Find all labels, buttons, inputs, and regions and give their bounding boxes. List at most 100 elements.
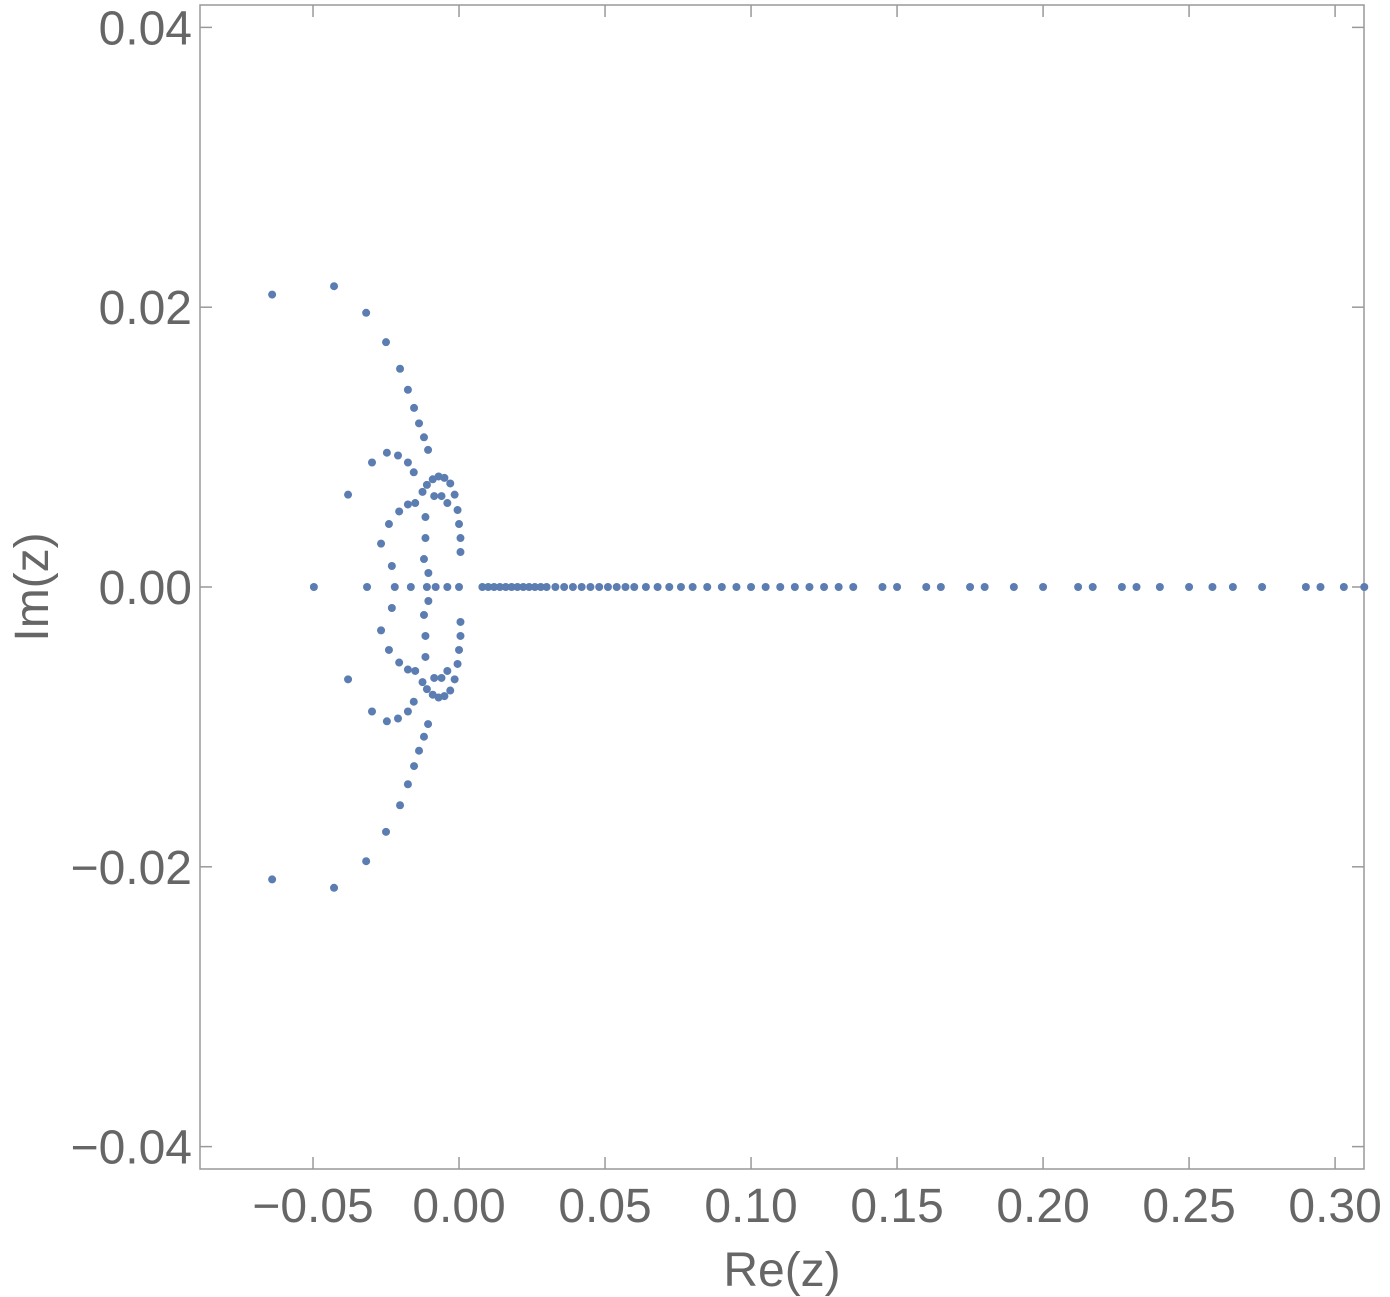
point [443,499,452,508]
point [421,534,430,543]
point [1208,583,1217,591]
point [437,673,446,682]
point [440,692,449,701]
point [382,717,391,726]
point [456,631,465,640]
point [409,468,418,477]
x-tick-label: 0.10 [704,1180,797,1233]
point [362,308,371,317]
point [761,583,770,591]
point [344,490,353,499]
point [495,583,504,591]
point [1228,583,1237,591]
point [450,675,459,684]
x-axis-label: Re(z) [723,1244,840,1297]
point [446,479,455,488]
point [966,583,975,591]
point [430,673,439,682]
point [415,419,424,428]
point [403,707,412,716]
point [1301,583,1310,591]
point [1155,583,1164,591]
point [612,583,621,591]
point [419,433,428,442]
x-tick-label: 0.20 [996,1180,1089,1233]
point [568,583,577,591]
point [513,583,522,591]
point [456,534,465,543]
y-tick-label: −0.02 [71,842,192,895]
point [776,583,785,591]
x-tick-label: 0.00 [412,1180,505,1233]
point [446,686,455,695]
point [382,338,391,347]
point [419,732,428,741]
point [406,583,415,591]
point [440,473,449,482]
x-tick-label: 0.05 [558,1180,651,1233]
point [395,658,404,667]
point [377,539,386,548]
point [665,583,674,591]
point [1074,583,1083,591]
point [390,583,399,591]
point [484,583,493,591]
point [422,583,431,591]
point [424,445,433,454]
point [1088,583,1097,591]
point [453,506,462,515]
point [1039,583,1048,591]
point [309,583,318,591]
point [878,583,887,591]
x-tick-label: −0.05 [252,1180,373,1233]
point [834,583,843,591]
point [456,617,465,626]
point [268,875,277,884]
point [577,583,586,591]
point [393,451,402,460]
y-tick-label: 0.02 [99,282,192,335]
point [551,583,560,591]
point [980,583,989,591]
point [437,492,446,501]
point [268,290,277,299]
point [419,610,428,619]
point [676,583,685,591]
point [519,583,528,591]
point [377,626,386,635]
point [368,458,377,467]
point [418,487,427,496]
point [396,801,405,810]
x-tick-label: 0.15 [850,1180,943,1233]
point [732,583,741,591]
point [525,583,534,591]
point [403,500,412,509]
y-axis-label: Im(z) [6,532,59,641]
y-tick-label: −0.04 [71,1122,192,1175]
point [595,583,604,591]
point [688,583,697,591]
point [421,631,430,640]
point [490,583,499,591]
point [450,490,459,499]
point [717,583,726,591]
point [362,857,371,866]
point [393,714,402,723]
point [419,555,428,564]
point [630,583,639,591]
y-tick-label: 0.00 [99,562,192,615]
point [421,652,430,661]
point [1339,583,1348,591]
point [893,583,902,591]
point [603,583,612,591]
point [411,499,420,508]
point [621,583,630,591]
point [820,583,829,591]
point [344,675,353,684]
point [455,583,464,591]
point [703,583,712,591]
point [790,583,799,591]
point [805,583,814,591]
point [501,583,510,591]
